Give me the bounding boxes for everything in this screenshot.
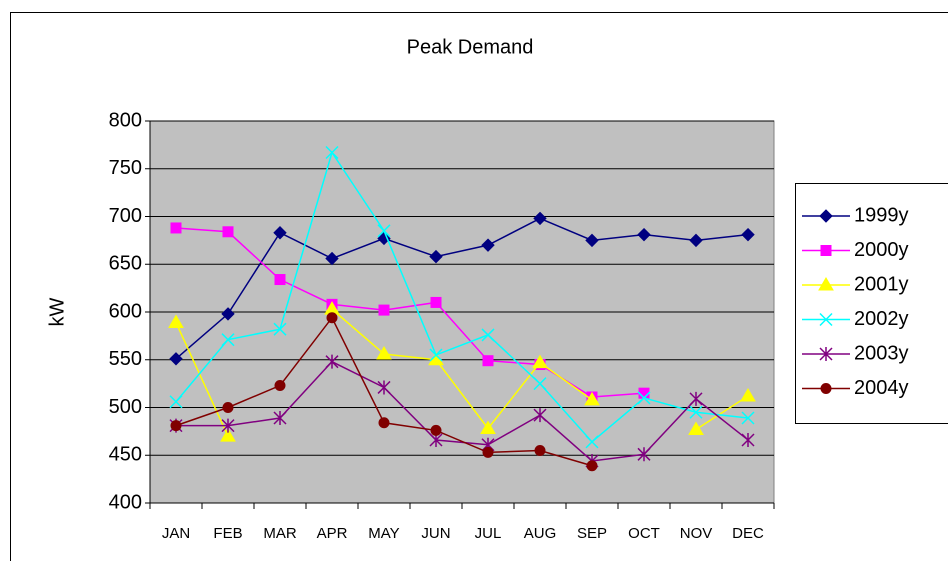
legend-marker: [819, 347, 833, 361]
series-line: [175, 217, 749, 360]
data-point: [221, 307, 235, 321]
legend-label: 1999y: [854, 204, 909, 226]
data-point: [377, 224, 391, 238]
data-point: [482, 355, 494, 367]
data-point: [222, 226, 234, 238]
data-point: [741, 227, 755, 242]
series-line: [175, 150, 749, 443]
data-point: [637, 391, 651, 405]
data-point: [274, 380, 286, 392]
data-point: [325, 251, 339, 266]
data-point: [377, 231, 391, 246]
data-point: [533, 377, 547, 391]
data-point: [637, 447, 651, 462]
y-tick-label: 550: [109, 348, 142, 370]
x-tick-label: APR: [317, 525, 348, 542]
data-point: [689, 391, 703, 406]
legend-label: 2003y: [854, 342, 909, 364]
data-point: [533, 211, 547, 226]
data-point: [222, 402, 234, 413]
data-point: [168, 314, 184, 329]
data-point: [638, 387, 650, 399]
x-tick-label: NOV: [680, 525, 713, 542]
data-point: [169, 395, 183, 409]
data-point: [170, 420, 182, 432]
x-tick-label: JUN: [421, 525, 450, 542]
data-point: [378, 304, 390, 316]
y-tick-label: 700: [109, 205, 142, 227]
data-point: [325, 145, 339, 160]
data-point: [534, 444, 546, 456]
data-point: [273, 322, 287, 336]
data-point: [220, 428, 236, 442]
legend-marker: [819, 312, 833, 327]
x-tick-label: MAY: [368, 525, 399, 542]
data-point: [377, 380, 391, 395]
data-point: [586, 460, 598, 472]
data-point: [689, 405, 703, 419]
x-tick-label: SEP: [577, 525, 607, 542]
y-tick-label: 600: [109, 300, 142, 322]
x-tick-label: OCT: [628, 525, 660, 542]
y-tick-label: 400: [109, 491, 142, 513]
y-tick-label: 800: [109, 109, 142, 131]
data-point: [221, 333, 235, 347]
data-point: [378, 417, 390, 429]
legend-marker: [820, 383, 832, 394]
data-point: [430, 296, 442, 308]
data-point: [429, 348, 443, 362]
data-point: [430, 424, 442, 436]
x-tick-label: FEB: [213, 525, 242, 542]
x-tick-label: MAR: [263, 525, 297, 542]
data-point: [274, 274, 286, 286]
x-tick-label: JUL: [475, 525, 502, 542]
data-point: [532, 354, 548, 369]
chart-title: Peak Demand: [407, 36, 534, 58]
data-point: [585, 233, 599, 248]
x-tick-label: AUG: [524, 525, 557, 542]
legend-label: 2001y: [854, 273, 909, 295]
legend-marker: [818, 277, 834, 291]
data-point: [584, 391, 600, 406]
legend-label: 2004y: [854, 377, 909, 399]
data-point: [429, 249, 443, 264]
data-point: [533, 408, 547, 423]
data-point: [481, 328, 495, 342]
legend-label: 2000y: [854, 239, 909, 261]
legend-marker: [820, 245, 832, 256]
data-point: [481, 238, 495, 252]
data-point: [480, 420, 496, 435]
x-tick-label: JAN: [162, 525, 190, 542]
data-point: [170, 222, 182, 234]
x-tick-label: DEC: [732, 525, 764, 542]
data-point: [326, 312, 338, 324]
legend-marker: [819, 209, 833, 223]
data-point: [482, 446, 494, 458]
y-tick-label: 500: [109, 396, 142, 418]
data-point: [688, 421, 704, 435]
data-point: [169, 352, 183, 366]
data-point: [376, 346, 392, 360]
series-line: [176, 360, 749, 462]
y-tick-label: 450: [109, 444, 142, 466]
legend: [795, 183, 948, 424]
y-tick-label: 750: [109, 157, 142, 179]
data-point: [221, 418, 235, 433]
series-line: [175, 308, 749, 437]
y-axis-label: kW: [46, 297, 68, 326]
y-tick-label: 650: [109, 253, 142, 275]
data-point: [741, 432, 755, 447]
data-point: [273, 411, 287, 426]
data-point: [273, 226, 287, 240]
data-point: [585, 435, 599, 449]
data-point: [689, 233, 703, 248]
legend-label: 2002y: [854, 308, 909, 330]
data-point: [325, 354, 339, 369]
data-point: [741, 411, 755, 425]
data-point: [637, 227, 651, 242]
data-point: [740, 388, 756, 402]
